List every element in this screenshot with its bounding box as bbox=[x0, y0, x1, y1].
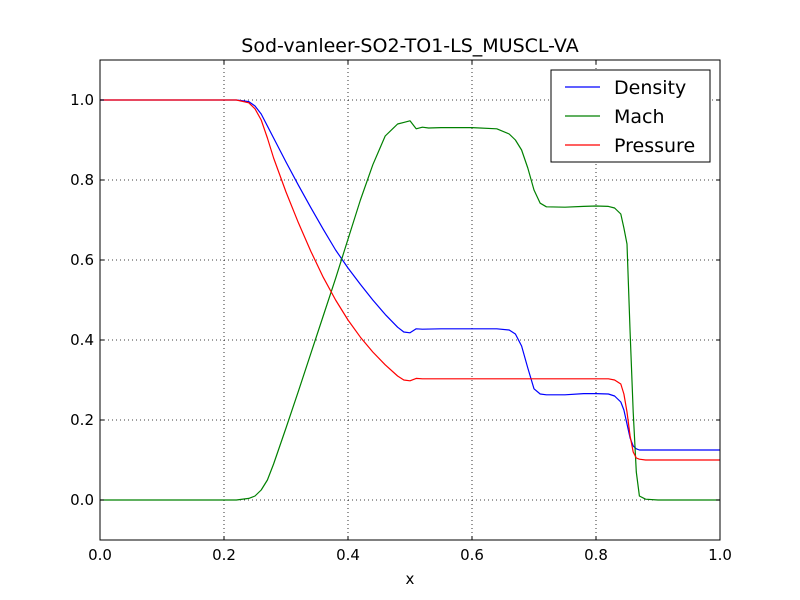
legend-label-pressure: Pressure bbox=[614, 135, 695, 157]
x-tick-label: 1.0 bbox=[708, 546, 732, 564]
x-axis-label: x bbox=[406, 570, 415, 588]
plot-frame bbox=[99, 59, 721, 541]
y-tick-label: 0.8 bbox=[70, 171, 94, 189]
x-tick-label: 0.6 bbox=[460, 546, 484, 564]
y-tick-label: 0.6 bbox=[70, 251, 94, 269]
x-tick-label: 0.4 bbox=[336, 546, 360, 564]
y-tick-label: 0.4 bbox=[70, 331, 94, 349]
legend-entries: Density Mach Pressure bbox=[565, 77, 695, 157]
series-line-pressure bbox=[100, 99, 720, 461]
y-tick-label: 0.0 bbox=[70, 491, 94, 509]
series-lines bbox=[100, 99, 720, 501]
legend-label-mach: Mach bbox=[614, 106, 665, 128]
x-tick-label: 0.0 bbox=[88, 546, 112, 564]
x-tick-label: 0.2 bbox=[212, 546, 236, 564]
axis-ticks: 0.0 0.2 0.4 0.6 0.8 1.0 0.0 0.2 0.4 0.6 0.8 1.0 bbox=[70, 60, 732, 564]
legend-label-density: Density bbox=[614, 77, 686, 99]
y-tick-label: 1.0 bbox=[70, 91, 94, 109]
chart-title: Sod-vanleer-SO2-TO1-LS_MUSCL-VA bbox=[241, 35, 578, 57]
y-tick-label: 0.2 bbox=[70, 411, 94, 429]
x-tick-label: 0.8 bbox=[584, 546, 608, 564]
series-line-density bbox=[100, 99, 720, 451]
series-line-mach bbox=[100, 120, 720, 501]
legend: Density Mach Pressure bbox=[550, 69, 711, 163]
